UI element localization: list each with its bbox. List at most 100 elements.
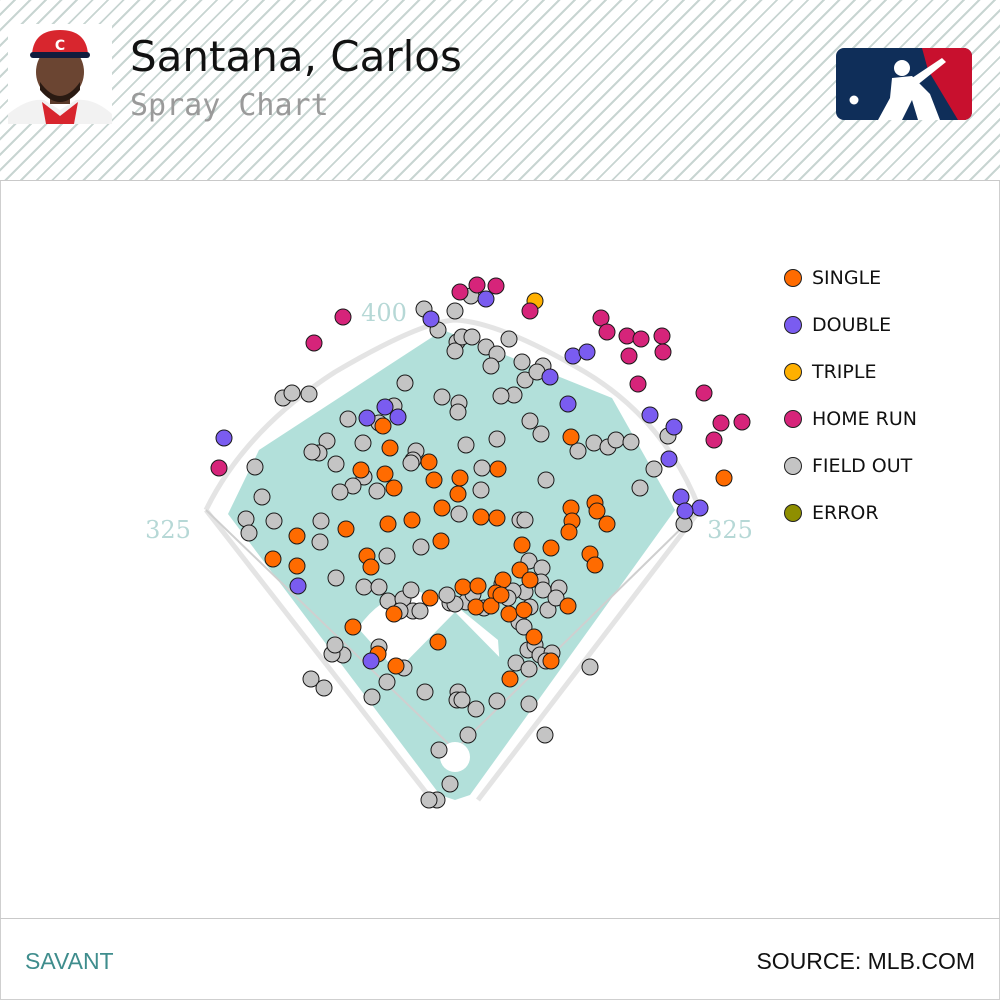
hit-point-single: [433, 499, 451, 517]
hit-point-field-out: [453, 691, 471, 709]
hit-point-home-run: [695, 384, 713, 402]
hit-point-field-out: [433, 388, 451, 406]
hit-point-field-out: [430, 741, 448, 759]
hit-point-double: [215, 429, 233, 447]
hit-point-double: [389, 408, 407, 426]
hit-point-double: [641, 406, 659, 424]
hit-point-single: [264, 550, 282, 568]
svg-text:C: C: [55, 38, 65, 54]
hit-point-single: [513, 536, 531, 554]
hit-point-single: [598, 515, 616, 533]
hit-point-single: [374, 417, 392, 435]
hit-point-field-out: [253, 488, 271, 506]
footer: SAVANT SOURCE: MLB.COM: [0, 918, 1000, 1001]
hit-point-field-out: [467, 700, 485, 718]
hit-point-home-run: [451, 283, 469, 301]
legend-item-home-run: HOME RUN: [784, 395, 917, 442]
hit-point-field-out: [283, 384, 301, 402]
hit-point-field-out: [339, 410, 357, 428]
hit-point-single: [352, 461, 370, 479]
legend-item-triple: TRIPLE: [784, 348, 917, 395]
mlb-logo: [836, 48, 972, 120]
hit-point-single: [515, 601, 533, 619]
hit-point-single: [501, 670, 519, 688]
hit-point-field-out: [457, 436, 475, 454]
header-banner: C Santana, Carlos Spray Chart: [0, 0, 1000, 181]
hit-point-single: [454, 578, 472, 596]
hit-point-single: [376, 465, 394, 483]
hit-point-single: [715, 469, 733, 487]
hit-point-field-out: [537, 471, 555, 489]
hit-point-field-out: [607, 431, 625, 449]
hit-point-home-run: [620, 347, 638, 365]
hit-point-single: [362, 558, 380, 576]
hit-point-field-out: [302, 670, 320, 688]
hit-point-field-out: [370, 578, 388, 596]
hit-point-single: [421, 589, 439, 607]
legend-label: TRIPLE: [812, 360, 877, 383]
hit-point-home-run: [521, 302, 539, 320]
hit-point-field-out: [631, 479, 649, 497]
hit-point-home-run: [618, 327, 636, 345]
hit-point-home-run: [468, 276, 486, 294]
hit-point-field-out: [585, 434, 603, 452]
legend-label: FIELD OUT: [812, 454, 913, 477]
hit-point-field-out: [411, 602, 429, 620]
hit-point-field-out: [463, 328, 481, 346]
hit-point-single: [559, 597, 577, 615]
hit-point-field-out: [536, 726, 554, 744]
outfield-grass: [228, 330, 675, 800]
footer-source-label: SOURCE: MLB.COM: [756, 948, 975, 974]
hit-point-single: [344, 618, 362, 636]
hit-point-field-out: [459, 726, 477, 744]
player-name: Santana, Carlos: [130, 32, 462, 81]
hit-point-field-out: [240, 524, 258, 542]
hit-point-double: [477, 290, 495, 308]
hit-point-single: [379, 515, 397, 533]
hit-point-field-out: [482, 357, 500, 375]
hit-point-field-out: [645, 460, 663, 478]
hit-point-single: [288, 557, 306, 575]
hit-point-field-out: [472, 481, 490, 499]
hit-point-field-out: [532, 425, 550, 443]
legend-swatch: [784, 409, 802, 428]
hit-point-field-out: [547, 589, 565, 607]
hit-point-home-run: [653, 327, 671, 345]
hit-point-home-run: [712, 414, 730, 432]
hit-point-single: [337, 520, 355, 538]
hit-point-field-out: [327, 569, 345, 587]
hit-point-home-run: [305, 334, 323, 352]
hit-point-field-out: [473, 459, 491, 477]
hit-point-home-run: [733, 413, 751, 431]
hit-point-home-run: [654, 343, 672, 361]
hit-point-field-out: [500, 330, 518, 348]
infield-grass: [392, 612, 518, 740]
hit-point-field-out: [521, 412, 539, 430]
hit-point-single: [562, 428, 580, 446]
hit-point-single: [451, 469, 469, 487]
hit-point-field-out: [402, 454, 420, 472]
hit-point-double: [578, 343, 596, 361]
hit-point-double: [672, 488, 690, 506]
hit-point-home-run: [629, 375, 647, 393]
hit-point-single: [542, 539, 560, 557]
footer-savant-label: SAVANT: [25, 948, 114, 974]
hit-point-field-out: [355, 578, 373, 596]
hit-point-field-out: [300, 385, 318, 403]
hit-point-field-out: [378, 547, 396, 565]
hit-point-double: [422, 310, 440, 328]
legend-swatch: [784, 315, 802, 334]
field-outline: [203, 317, 703, 802]
hit-point-field-out: [520, 660, 538, 678]
hit-point-field-out: [416, 683, 434, 701]
hit-point-field-out: [581, 658, 599, 676]
hit-point-field-out: [326, 636, 344, 654]
hit-point-field-out: [516, 371, 534, 389]
hit-point-field-out: [237, 510, 255, 528]
hit-point-field-out: [622, 433, 640, 451]
field-label-left: 325: [145, 516, 191, 544]
player-headshot: C: [8, 24, 112, 124]
hit-points: [210, 276, 751, 809]
legend-item-error: ERROR: [784, 489, 917, 536]
hit-point-field-out: [331, 483, 349, 501]
